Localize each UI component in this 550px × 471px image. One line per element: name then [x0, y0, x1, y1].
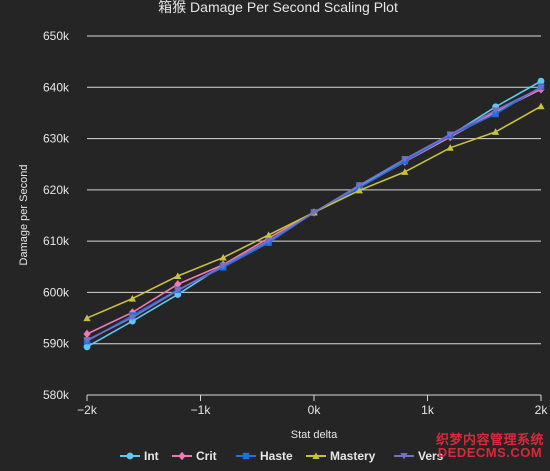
- data-point-mastery: [265, 231, 273, 238]
- legend-item-vers[interactable]: Vers: [394, 449, 444, 463]
- x-tick-label: −1k: [191, 403, 212, 417]
- legend-item-haste[interactable]: Haste: [236, 449, 293, 463]
- data-point-mastery: [83, 314, 91, 322]
- y-tick-label: 600k: [43, 285, 70, 299]
- data-point-crit: [83, 329, 91, 339]
- data-point-mastery: [401, 168, 409, 175]
- data-point-mastery: [446, 144, 454, 151]
- y-tick-label: 640k: [43, 80, 70, 94]
- legend-item-mastery[interactable]: Mastery: [306, 449, 376, 463]
- legend-item-crit[interactable]: Crit: [172, 449, 217, 463]
- x-tick-label: −2k: [77, 403, 98, 417]
- series-vers: [83, 84, 545, 344]
- legend-item-int[interactable]: Int: [120, 449, 159, 463]
- x-tick-label: 1k: [421, 403, 435, 417]
- y-tick-label: 650k: [43, 29, 70, 43]
- y-tick-label: 580k: [43, 388, 70, 402]
- data-point-vers: [537, 84, 545, 92]
- data-point-vers: [492, 107, 500, 114]
- legend-marker: [178, 451, 186, 461]
- y-axis-ticks: 580k 590k 600k 610k 620k 630k 640k 650k: [43, 29, 70, 402]
- watermark-line2: DEDECMS.COM: [437, 445, 543, 461]
- data-point-vers: [174, 287, 182, 294]
- legend-marker: [126, 452, 134, 460]
- grid-lines: [87, 35, 541, 396]
- data-point-vers: [219, 262, 227, 270]
- y-axis-title: Damage per Second: [18, 165, 30, 266]
- watermark-line1: 织梦内容管理系统: [435, 431, 544, 447]
- data-point-int: [537, 77, 545, 85]
- data-point-mastery: [128, 294, 136, 302]
- legend-marker: [400, 453, 408, 460]
- chart-title: 箱猴 Damage Per Second Scaling Plot: [158, 0, 398, 15]
- x-tick-label: 0k: [308, 403, 322, 417]
- legend-label: Mastery: [330, 449, 376, 463]
- data-point-mastery: [492, 128, 500, 135]
- series-layer: [83, 77, 545, 351]
- data-point-vers: [355, 182, 363, 189]
- legend: Int Crit Haste Mastery Vers: [120, 449, 444, 463]
- y-tick-label: 630k: [43, 132, 70, 146]
- data-point-crit: [174, 280, 182, 289]
- x-tick-label: 2k: [535, 403, 549, 417]
- x-axis-title: Stat delta: [291, 429, 338, 441]
- data-point-vers: [265, 237, 273, 245]
- x-axis-ticks: −2k −1k 0k 1k 2k: [77, 394, 549, 417]
- watermark: 织梦内容管理系统 DEDECMS.COM: [436, 433, 544, 460]
- data-point-int: [83, 343, 91, 351]
- legend-label: Crit: [196, 449, 217, 463]
- data-point-vers: [446, 131, 454, 139]
- data-point-mastery: [355, 186, 363, 194]
- legend-label: Haste: [260, 449, 293, 463]
- legend-label: Vers: [418, 449, 444, 463]
- y-tick-label: 620k: [43, 183, 70, 197]
- data-point-mastery: [537, 102, 545, 110]
- data-point-mastery: [174, 272, 182, 280]
- y-tick-label: 590k: [43, 337, 70, 351]
- data-point-vers: [83, 337, 91, 344]
- legend-marker: [242, 452, 250, 460]
- legend-label: Int: [144, 449, 159, 463]
- data-point-vers: [401, 156, 409, 163]
- y-tick-label: 610k: [43, 234, 70, 248]
- data-point-mastery: [219, 253, 227, 261]
- data-point-vers: [128, 314, 136, 322]
- legend-marker: [312, 452, 320, 459]
- data-point-vers: [310, 209, 318, 217]
